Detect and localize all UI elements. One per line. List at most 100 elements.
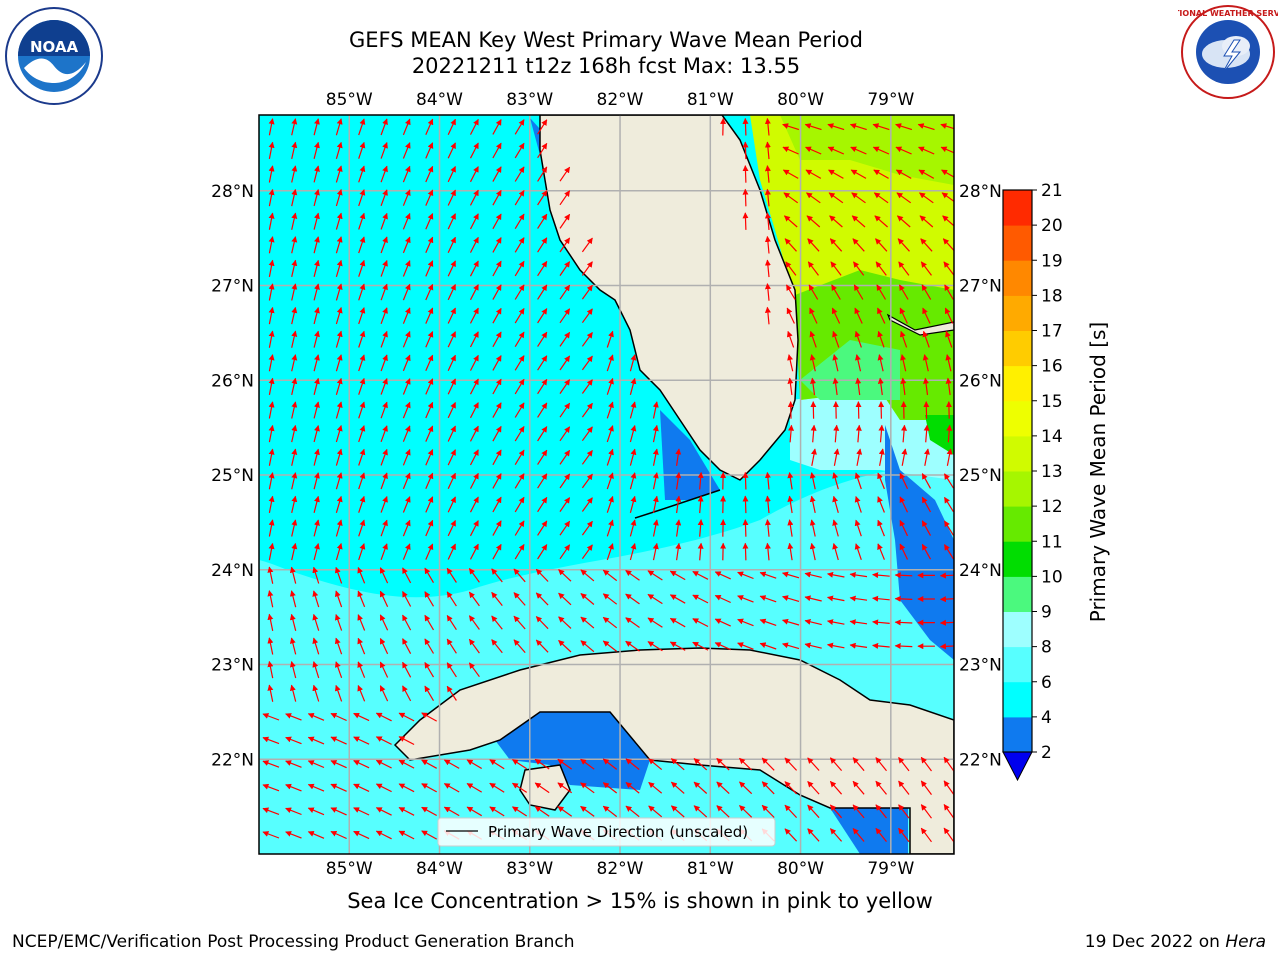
wave-direction-arrow: [469, 284, 479, 301]
wave-direction-arrow: [469, 260, 479, 277]
wave-direction-arrow: [535, 639, 549, 653]
wave-direction-arrow: [402, 496, 411, 513]
wave-direction-arrow: [313, 189, 320, 207]
footer-credit: NCEP/EMC/Verification Post Processing Pr…: [12, 932, 575, 952]
lon-label-bottom: 81°W: [687, 859, 734, 879]
wave-direction-arrow: [402, 614, 412, 631]
wave-direction-arrow: [787, 354, 794, 372]
wave-direction-arrow: [852, 238, 865, 252]
wave-direction-arrow: [335, 118, 343, 136]
wave-direction-arrow: [921, 520, 932, 536]
wave-direction-arrow: [761, 781, 775, 795]
wave-direction-arrow: [920, 780, 932, 795]
wave-direction-arrow: [873, 192, 889, 204]
wave-direction-arrow: [877, 377, 884, 396]
wave-direction-arrow: [514, 473, 525, 489]
wave-direction-arrow: [809, 542, 816, 561]
wave-direction-arrow: [827, 619, 845, 625]
wave-direction-arrow: [901, 424, 908, 443]
wave-direction-arrow: [581, 497, 593, 512]
wave-direction-arrow: [918, 146, 935, 155]
wave-direction-arrow: [625, 805, 640, 818]
wave-direction-arrow: [829, 780, 843, 795]
wave-direction-arrow: [537, 355, 548, 371]
wave-direction-arrow: [943, 804, 954, 819]
wave-direction-arrow: [602, 782, 618, 794]
wave-direction-arrow: [537, 237, 548, 253]
wave-direction-arrow: [875, 780, 887, 795]
wave-direction-arrow: [918, 169, 935, 179]
wave-direction-arrow: [827, 571, 845, 578]
land-cuba: [393, 647, 954, 854]
wave-direction-arrow: [559, 402, 571, 418]
wave-direction-arrow: [402, 118, 411, 136]
wave-direction-arrow: [307, 760, 325, 769]
wave-direction-arrow: [831, 307, 841, 324]
wave-direction-arrow: [357, 566, 366, 584]
wave-direction-arrow: [330, 830, 347, 840]
wave-direction-arrow: [693, 805, 708, 818]
wave-direction-arrow: [625, 758, 640, 770]
wave-direction-arrow: [468, 568, 480, 583]
wave-direction-arrow: [425, 354, 434, 372]
wave-direction-arrow: [919, 215, 934, 228]
wave-direction-arrow: [557, 758, 573, 770]
wave-direction-arrow: [402, 638, 412, 654]
wave-direction-arrow: [466, 759, 483, 770]
wave-direction-arrow: [580, 782, 595, 794]
wave-direction-arrow: [535, 568, 549, 582]
wave-direction-arrow: [852, 780, 865, 795]
wave-direction-arrow: [764, 117, 771, 136]
wave-direction-arrow: [358, 307, 366, 325]
wave-direction-arrow: [581, 355, 593, 371]
wave-direction-arrow: [558, 592, 572, 606]
wave-direction-arrow: [872, 595, 890, 602]
wave-direction-arrow: [922, 330, 930, 348]
wave-direction-arrow: [899, 519, 909, 537]
wave-direction-arrow: [398, 783, 415, 793]
wave-direction-arrow: [358, 354, 366, 372]
wave-direction-arrow: [873, 169, 889, 179]
wave-direction-arrow: [447, 543, 456, 560]
wave-direction-arrow: [335, 141, 343, 159]
lon-label-top: 81°W: [687, 90, 734, 110]
florida-keys: [634, 489, 721, 519]
wave-direction-arrow: [447, 165, 456, 183]
wave-direction-arrow: [920, 238, 933, 252]
wave-direction-arrow: [943, 827, 954, 843]
wave-direction-arrow: [829, 757, 843, 771]
wave-direction-arrow: [669, 594, 686, 604]
wave-direction-arrow: [421, 759, 437, 769]
wave-direction-arrow: [739, 757, 753, 771]
lon-label-bottom: 79°W: [867, 859, 914, 879]
wave-direction-arrow: [784, 804, 798, 819]
wave-direction-arrow: [468, 638, 480, 654]
wave-direction-arrow: [764, 542, 771, 561]
wave-direction-arrow: [514, 237, 525, 253]
colorbar: 2 4 6 8 9 10 11 12 13 14 15 16 17 18 19 20 21: [1002, 181, 1063, 782]
wave-direction-arrow: [629, 495, 637, 513]
wave-direction-arrow: [335, 212, 343, 230]
wave-direction-arrow: [425, 142, 434, 159]
wave-direction-arrow: [939, 572, 954, 579]
wave-direction-arrow: [804, 642, 822, 649]
wave-direction-arrow: [312, 661, 320, 679]
wave-direction-arrow: [335, 448, 343, 466]
colorbar-tick-label: 21: [1041, 181, 1063, 201]
wave-direction-arrow: [353, 760, 370, 769]
lon-label-top: 80°W: [777, 90, 824, 110]
wave-direction-arrow: [877, 472, 885, 490]
wave-direction-arrow: [491, 591, 503, 606]
wave-direction-arrow: [809, 472, 816, 490]
wave-direction-arrow: [899, 496, 909, 513]
wave-direction-arrow: [899, 472, 909, 489]
wave-direction-arrow: [581, 473, 593, 489]
wave-direction-arrow: [827, 642, 845, 649]
wave-direction-arrow: [425, 236, 434, 254]
wave-direction-arrow: [602, 640, 618, 652]
wave-direction-arrow: [358, 519, 366, 537]
wave-direction-arrow: [944, 307, 954, 324]
wave-direction-arrow: [291, 236, 298, 254]
wave-direction-arrow: [808, 284, 819, 300]
map-subtitle-forecast: 20221211 t12z 168h fcst Max: 13.55: [411, 54, 801, 78]
